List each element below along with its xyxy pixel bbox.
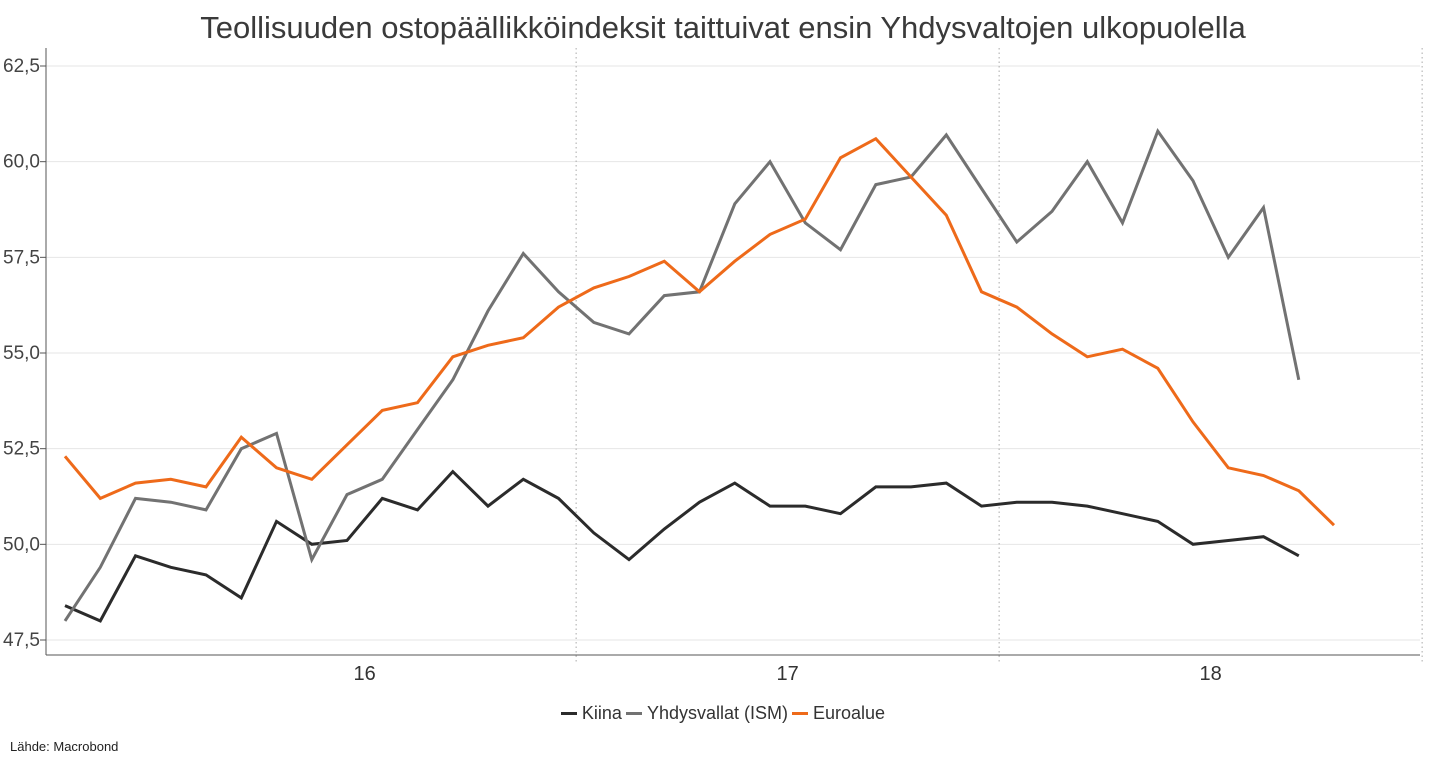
chart-title: Teollisuuden ostopäällikköindeksit taitt… bbox=[200, 10, 1246, 45]
legend-label-kiina: Kiina bbox=[581, 703, 622, 723]
year-separators bbox=[575, 48, 1423, 662]
y-tick-labels: 47,5 50,0 52,5 55,0 57,5 60,0 62,5 bbox=[3, 56, 40, 651]
series-line-euroalue bbox=[63, 136, 1336, 527]
legend-swatch-yhdysvallat bbox=[625, 712, 642, 715]
legend-swatch-euroalue bbox=[792, 712, 808, 715]
legend-label-euroalue: Euroalue bbox=[813, 703, 886, 723]
legend-swatch-kiina bbox=[560, 712, 577, 715]
y-tick-label: 62,5 bbox=[3, 56, 40, 77]
y-tick-label: 47,5 bbox=[3, 630, 40, 651]
legend-item-yhdysvallat: Yhdysvallat (ISM) bbox=[625, 703, 788, 724]
legend: Kiina Yhdysvallat (ISM) Euroalue bbox=[0, 703, 1446, 724]
y-tick-label: 52,5 bbox=[3, 439, 40, 460]
series-lines bbox=[63, 127, 1336, 623]
line-chart: 47,550,052,555,057,560,062,5 16171819 bbox=[3, 48, 1423, 685]
series-line-kiina bbox=[64, 469, 1300, 623]
x-tick-label: 17 bbox=[777, 663, 799, 685]
x-tick-label: 18 bbox=[1200, 663, 1222, 685]
y-tick-label: 60,0 bbox=[3, 152, 40, 173]
source-note: Lähde: Macrobond bbox=[10, 739, 119, 754]
y-tick-label: 55,0 bbox=[3, 343, 40, 364]
legend-item-kiina: Kiina bbox=[560, 703, 622, 724]
y-tick-label: 50,0 bbox=[3, 534, 40, 555]
axes bbox=[45, 48, 1420, 656]
series-line-yhdysvallat-ism bbox=[63, 127, 1301, 622]
x-tick-label: 16 bbox=[354, 663, 376, 685]
legend-label-yhdysvallat: Yhdysvallat (ISM) bbox=[646, 703, 788, 723]
legend-item-euroalue: Euroalue bbox=[792, 703, 885, 724]
y-tick-label: 57,5 bbox=[3, 247, 40, 268]
gridlines bbox=[40, 65, 1420, 641]
x-tick-labels: 16171819 bbox=[354, 663, 1222, 685]
